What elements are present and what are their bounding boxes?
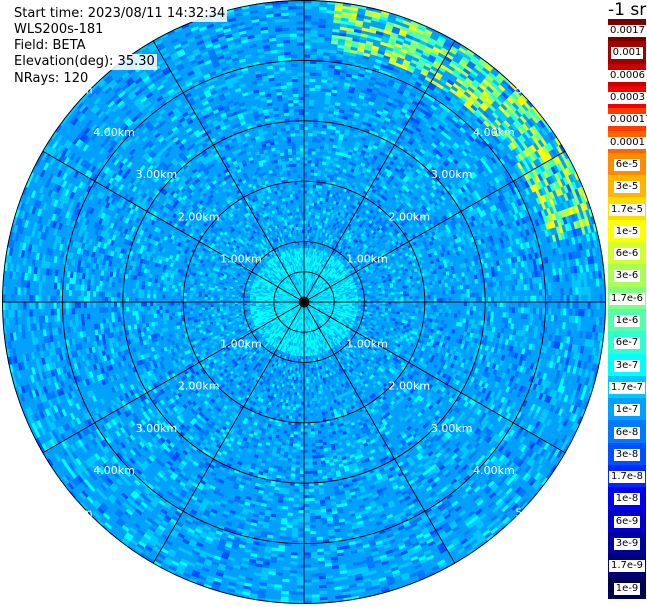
radar-cell xyxy=(327,0,335,4)
